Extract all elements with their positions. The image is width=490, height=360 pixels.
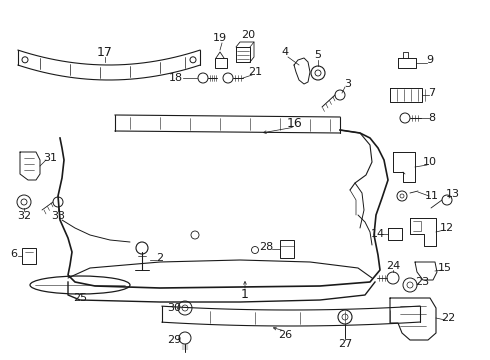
Text: 12: 12 <box>440 223 454 233</box>
Text: 7: 7 <box>428 88 436 98</box>
Text: 15: 15 <box>438 263 452 273</box>
Text: 33: 33 <box>51 211 65 221</box>
Text: 26: 26 <box>278 330 292 340</box>
Bar <box>22 248 36 264</box>
Text: 28: 28 <box>259 242 273 252</box>
Text: 25: 25 <box>73 293 87 303</box>
Text: 23: 23 <box>415 277 429 287</box>
Text: 9: 9 <box>426 55 434 65</box>
Text: 20: 20 <box>241 30 255 40</box>
Text: 30: 30 <box>167 303 181 313</box>
Text: 32: 32 <box>17 211 31 221</box>
Text: 22: 22 <box>441 313 455 323</box>
Text: 10: 10 <box>423 157 437 167</box>
Text: 2: 2 <box>156 253 164 263</box>
Text: 21: 21 <box>248 67 262 77</box>
Text: 18: 18 <box>169 73 183 83</box>
Text: 4: 4 <box>281 47 289 57</box>
Bar <box>215 58 227 68</box>
Text: 6: 6 <box>10 249 18 259</box>
Text: 27: 27 <box>338 339 352 349</box>
Text: 14: 14 <box>371 229 385 239</box>
Text: 1: 1 <box>241 288 249 302</box>
Text: 31: 31 <box>43 153 57 163</box>
Text: 5: 5 <box>315 50 321 60</box>
Text: 19: 19 <box>213 33 227 43</box>
Text: 29: 29 <box>167 335 181 345</box>
Bar <box>280 240 294 258</box>
Text: 11: 11 <box>425 191 439 201</box>
Text: 24: 24 <box>386 261 400 271</box>
Text: 3: 3 <box>344 79 351 89</box>
Text: 17: 17 <box>97 45 113 59</box>
Text: 13: 13 <box>446 189 460 199</box>
Text: 8: 8 <box>428 113 436 123</box>
Text: 16: 16 <box>287 117 303 130</box>
